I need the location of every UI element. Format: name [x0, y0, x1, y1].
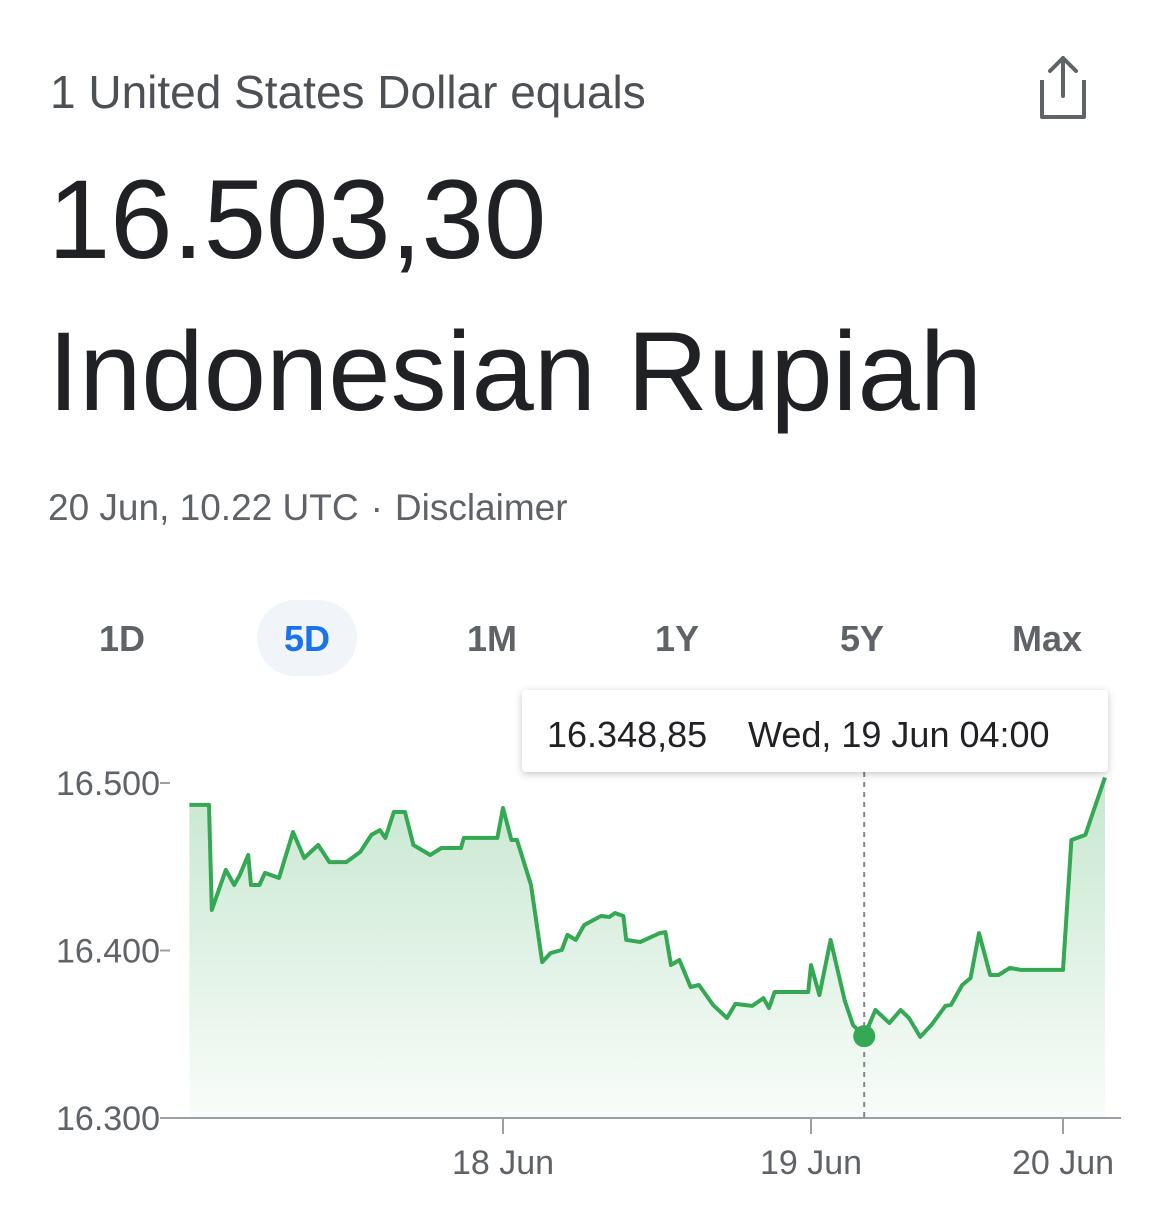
tab[interactable]: 1Y — [655, 618, 699, 659]
tooltip-box — [522, 690, 1108, 772]
amount: 16.503,30 — [48, 157, 546, 282]
x-tick-label: 19 Jun — [760, 1144, 862, 1182]
timestamp: 20 Jun, 10.22 UTC — [48, 487, 359, 528]
tab-selected[interactable]: 5D — [284, 618, 330, 659]
tooltip-date: Wed, 19 Jun 04:00 — [748, 714, 1050, 755]
tab[interactable]: 5Y — [840, 618, 884, 659]
share-icon-arrow — [1048, 56, 1078, 98]
currency: Indonesian Rupiah — [48, 309, 982, 434]
timestamp-line: 20 Jun, 10.22 UTC · Disclaimer — [48, 487, 568, 528]
x-tick-label: 20 Jun — [1012, 1144, 1114, 1182]
hover-point — [853, 1025, 876, 1048]
share-icon-box — [1040, 80, 1086, 119]
selected-tab-background — [257, 600, 357, 676]
y-tick-label: 16.300 — [56, 1100, 160, 1138]
range-tabs: 1D 5D 1M 1Y 5Y Max — [99, 600, 1082, 676]
title: 1 United States Dollar equals — [50, 66, 646, 118]
separator: · — [371, 487, 383, 528]
x-tick-label: 18 Jun — [452, 1144, 554, 1182]
chart: 16.300 16.400 16.500 18 Jun 19 Jun 20 Jun 16.3… — [56, 690, 1121, 1182]
price-line — [189, 776, 1107, 1039]
share-button[interactable] — [1040, 56, 1086, 119]
tab[interactable]: 1M — [467, 618, 517, 659]
y-tick-label: 16.400 — [56, 933, 160, 971]
disclaimer-link[interactable]: Disclaimer — [395, 487, 568, 528]
y-tick-label: 16.500 — [56, 765, 160, 803]
tab[interactable]: 1D — [99, 618, 145, 659]
tooltip-value: 16.348,85 — [547, 714, 707, 755]
area-fill — [189, 777, 1105, 1118]
tab[interactable]: Max — [1012, 618, 1082, 659]
